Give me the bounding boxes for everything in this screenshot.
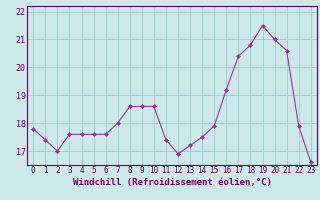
X-axis label: Windchill (Refroidissement éolien,°C): Windchill (Refroidissement éolien,°C) (73, 178, 271, 187)
